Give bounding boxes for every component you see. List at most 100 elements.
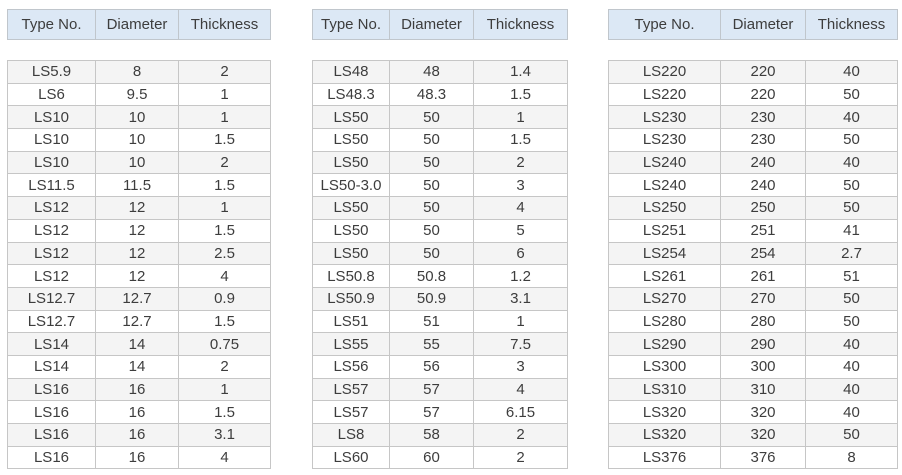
table-cell: 40 — [805, 105, 898, 130]
table-cell: LS60 — [312, 445, 390, 470]
table-row: LS48 48 1.4 — [312, 60, 568, 84]
table-cell: 10 — [95, 150, 179, 175]
header-table-3: Type No. Diameter Thickness — [608, 9, 898, 40]
table-cell: 6.15 — [473, 400, 568, 424]
table-row: LS50 50 6 — [312, 241, 568, 266]
table-cell: LS12 — [7, 196, 96, 220]
table-cell: 2 — [178, 354, 271, 379]
table-cell: LS270 — [608, 286, 721, 311]
spec-table-group-1: Type No. Diameter Thickness LS5.9 8 2 LS6 9.… — [7, 9, 271, 470]
table-cell: LS240 — [608, 173, 721, 198]
table-cell: 270 — [720, 286, 806, 311]
table-cell: 1.5 — [473, 128, 568, 152]
table-cell: 230 — [720, 105, 806, 130]
table-cell: 16 — [95, 423, 179, 447]
table-cell: 280 — [720, 309, 806, 334]
table-cell: LS300 — [608, 354, 721, 379]
table-cell: LS50 — [312, 241, 390, 266]
table-row: LS251 251 41 — [608, 218, 898, 243]
table-body-2: LS48 48 1.4 LS48.3 48.3 1.5 LS50 50 1 LS50 50 1.5 LS… — [312, 60, 568, 470]
table-cell: 56 — [389, 354, 474, 379]
column-header-thickness: Thickness — [473, 9, 568, 40]
table-cell: 50 — [389, 173, 474, 198]
table-cell: 320 — [720, 400, 806, 424]
table-row: LS5.9 8 2 — [7, 60, 271, 84]
table-cell: 376 — [720, 445, 806, 470]
table-cell: LS16 — [7, 445, 96, 470]
spec-table-group-3: Type No. Diameter Thickness LS220 220 40 LS… — [608, 9, 898, 470]
header-body-gap — [7, 40, 270, 60]
table-body-1: LS5.9 8 2 LS6 9.5 1 LS10 10 1 LS10 10 1.5 LS10 10 2 LS1… — [7, 60, 271, 470]
table-cell: 6 — [473, 241, 568, 266]
table-cell: LS250 — [608, 196, 721, 220]
table-cell: 50 — [805, 82, 898, 107]
table-cell: 1.4 — [473, 60, 568, 84]
table-row: LS300 300 40 — [608, 354, 898, 379]
table-cell: 2 — [473, 150, 568, 175]
table-cell: LS8 — [312, 423, 390, 447]
table-cell: LS16 — [7, 423, 96, 447]
table-cell: LS10 — [7, 150, 96, 175]
table-cell: LS12.7 — [7, 286, 96, 311]
table-cell: 50 — [389, 105, 474, 130]
table-row: LS220 220 40 — [608, 60, 898, 84]
table-cell: 50.8 — [389, 264, 474, 288]
table-cell: 310 — [720, 377, 806, 402]
table-cell: 40 — [805, 60, 898, 84]
table-cell: 1.5 — [178, 173, 271, 198]
table-cell: 40 — [805, 377, 898, 402]
table-cell: 16 — [95, 400, 179, 424]
table-cell: 48.3 — [389, 82, 474, 107]
table-row: LS270 270 50 — [608, 286, 898, 311]
table-row: LS16 16 4 — [7, 445, 271, 470]
header-body-gap — [312, 40, 567, 60]
table-cell: LS320 — [608, 423, 721, 447]
table-cell: 251 — [720, 218, 806, 243]
table-row: LS48.3 48.3 1.5 — [312, 82, 568, 107]
table-cell: LS14 — [7, 332, 96, 356]
table-cell: LS230 — [608, 105, 721, 130]
table-cell: 14 — [95, 354, 179, 379]
table-row: LS50 50 1.5 — [312, 128, 568, 152]
table-cell: 1 — [178, 82, 271, 107]
table-cell: LS50 — [312, 128, 390, 152]
table-row: LS14 14 0.75 — [7, 332, 271, 356]
table-row: LS320 320 40 — [608, 400, 898, 424]
table-cell: LS320 — [608, 400, 721, 424]
header-row: Type No. Diameter Thickness — [312, 9, 568, 40]
table-cell: LS50-3.0 — [312, 173, 390, 198]
table-row: LS280 280 50 — [608, 309, 898, 334]
spec-table-group-2: Type No. Diameter Thickness LS48 48 1.4 LS4… — [312, 9, 568, 470]
table-cell: LS55 — [312, 332, 390, 356]
table-cell: LS50 — [312, 218, 390, 243]
table-cell: 261 — [720, 264, 806, 288]
table-cell: 0.9 — [178, 286, 271, 311]
table-row: LS230 230 50 — [608, 128, 898, 152]
column-header-type-no: Type No. — [7, 9, 96, 40]
table-cell: 12.7 — [95, 309, 179, 334]
table-cell: 4 — [473, 377, 568, 402]
table-cell: LS220 — [608, 60, 721, 84]
table-cell: LS10 — [7, 128, 96, 152]
table-body-3: LS220 220 40 LS220 220 50 LS230 230 40 LS230 230 50… — [608, 60, 898, 470]
table-cell: LS57 — [312, 400, 390, 424]
table-cell: 4 — [178, 264, 271, 288]
table-row: LS250 250 50 — [608, 196, 898, 220]
table-row: LS220 220 50 — [608, 82, 898, 107]
table-row: LS50.8 50.8 1.2 — [312, 264, 568, 288]
table-row: LS14 14 2 — [7, 354, 271, 379]
table-cell: 220 — [720, 82, 806, 107]
table-cell: 57 — [389, 377, 474, 402]
header-body-gap — [608, 40, 897, 60]
table-cell: 50 — [389, 218, 474, 243]
table-cell: 12 — [95, 218, 179, 243]
table-cell: 50 — [805, 128, 898, 152]
table-row: LS11.5 11.5 1.5 — [7, 173, 271, 198]
table-cell: 50 — [389, 196, 474, 220]
table-cell: LS12 — [7, 241, 96, 266]
table-cell: 1 — [473, 105, 568, 130]
table-row: LS50 50 5 — [312, 218, 568, 243]
table-row: LS16 16 1 — [7, 377, 271, 402]
table-cell: 50 — [805, 173, 898, 198]
table-cell: LS310 — [608, 377, 721, 402]
